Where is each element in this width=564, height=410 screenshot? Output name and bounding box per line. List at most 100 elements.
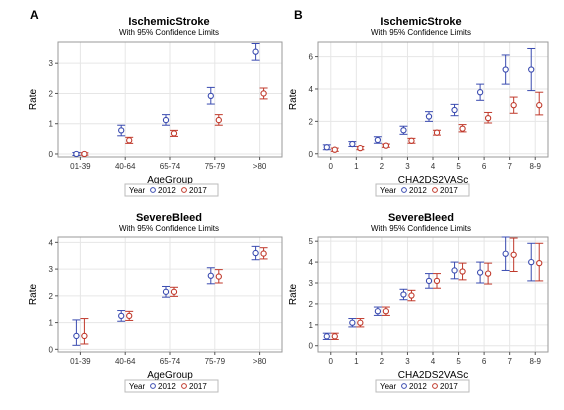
y-axis-label: Rate [28,89,39,111]
series-2012 [322,47,536,151]
data-point-2017 [459,125,466,132]
legend-item-2017: 2017 [189,186,207,195]
legend-marker-2012 [150,187,156,193]
legend-marker-2017 [181,383,187,389]
data-point-2017 [170,130,178,137]
legend-item-2012: 2012 [409,186,427,195]
legend-label: Year [129,186,146,195]
data-point-2017 [331,333,338,340]
x-tick-label: 01-39 [70,357,91,366]
y-tick-label: 4 [309,258,314,267]
x-tick-label: 3 [405,357,410,366]
data-point-2017 [536,259,543,267]
y-tick-label: 0 [309,342,314,351]
series-2017 [330,91,544,153]
data-point-2012 [73,332,80,340]
data-point-2012 [502,250,509,257]
y-tick-label: 0 [49,150,54,159]
data-point-2017 [408,292,415,299]
legend-item-2012: 2012 [158,186,176,195]
y-tick-label: 3 [49,265,54,274]
data-point-2012 [528,258,535,266]
data-point-2012 [252,48,259,55]
data-point-2017 [484,114,492,122]
y-axis-label: Rate [288,284,299,306]
x-tick-label: 75-79 [205,162,226,171]
data-point-2012 [349,319,356,326]
y-tick-label: 0 [309,150,314,159]
data-point-2012 [425,113,433,120]
data-point-2012 [528,66,535,73]
data-point-2017 [126,137,133,144]
data-point-2012 [476,269,484,276]
data-point-2017 [170,288,178,295]
y-tick-label: 2 [49,292,54,301]
legend: Year 2012 2017 [375,379,470,393]
y-tick-label: 1 [49,319,54,328]
data-point-2017 [215,273,222,280]
data-point-2017 [510,251,517,258]
x-tick-label: 4 [431,162,436,171]
data-point-2017 [260,90,267,97]
legend-marker-2012 [401,383,407,389]
x-tick-label: 2 [380,162,385,171]
legend: Year 2012 2017 [124,183,219,197]
legend-item-2017: 2017 [440,382,458,391]
legend: Year 2012 2017 [124,379,219,393]
x-tick-label: 8-9 [529,357,541,366]
y-tick-label: 6 [309,53,314,62]
x-tick-label: 65-74 [160,162,181,171]
x-tick-label: 40-64 [115,162,136,171]
x-tick-label: 7 [507,162,512,171]
data-point-2017 [357,319,364,326]
x-tick-label: 1 [354,162,359,171]
y-tick-label: 1 [49,120,54,129]
x-tick-label: 6 [482,162,487,171]
legend-label: Year [380,186,397,195]
data-point-2012 [502,66,509,73]
legend-marker-2017 [181,187,187,193]
x-tick-label: 5 [456,162,461,171]
x-axis-label: AgeGroup [147,370,193,381]
legend: Year 2012 2017 [375,183,470,197]
chart-title: SevereBleed [136,212,202,224]
chart-subtitle: With 95% Confidence Limits [119,28,219,37]
y-tick-label: 0 [49,345,54,354]
y-axis-label: Rate [288,89,299,111]
legend-marker-2017 [432,187,438,193]
series-2012 [322,236,536,340]
legend-box [375,379,470,393]
x-tick-label: 2 [380,357,385,366]
data-point-2012 [252,249,259,257]
data-point-2012 [323,333,330,340]
legend-item-2012: 2012 [158,382,176,391]
x-tick-label: 40-64 [115,357,136,366]
series-2012 [72,43,260,158]
series-2012 [72,245,260,346]
x-tick-label: 0 [329,162,334,171]
series-2017 [80,87,268,158]
y-tick-label: 4 [49,238,54,247]
panel-letter-b: B [294,8,303,22]
data-point-2017 [433,129,441,136]
data-point-2012 [476,89,484,96]
x-tick-label: 3 [405,162,410,171]
data-point-2012 [118,127,125,134]
chart-grid: IschemicStroke With 95% Confidence Limits… [28,16,549,393]
data-point-2012 [323,144,330,151]
chart-title: IschemicStroke [380,16,461,28]
data-point-2017 [536,102,543,109]
data-point-2017 [510,102,517,109]
x-tick-label: 0 [329,357,334,366]
data-point-2012 [451,267,458,274]
data-point-2012 [425,277,433,285]
data-point-2017 [260,250,267,257]
data-point-2012 [349,140,356,148]
legend-marker-2012 [150,383,156,389]
data-point-2017 [484,270,492,277]
legend-box [375,183,470,197]
x-tick-label: 01-39 [70,162,91,171]
